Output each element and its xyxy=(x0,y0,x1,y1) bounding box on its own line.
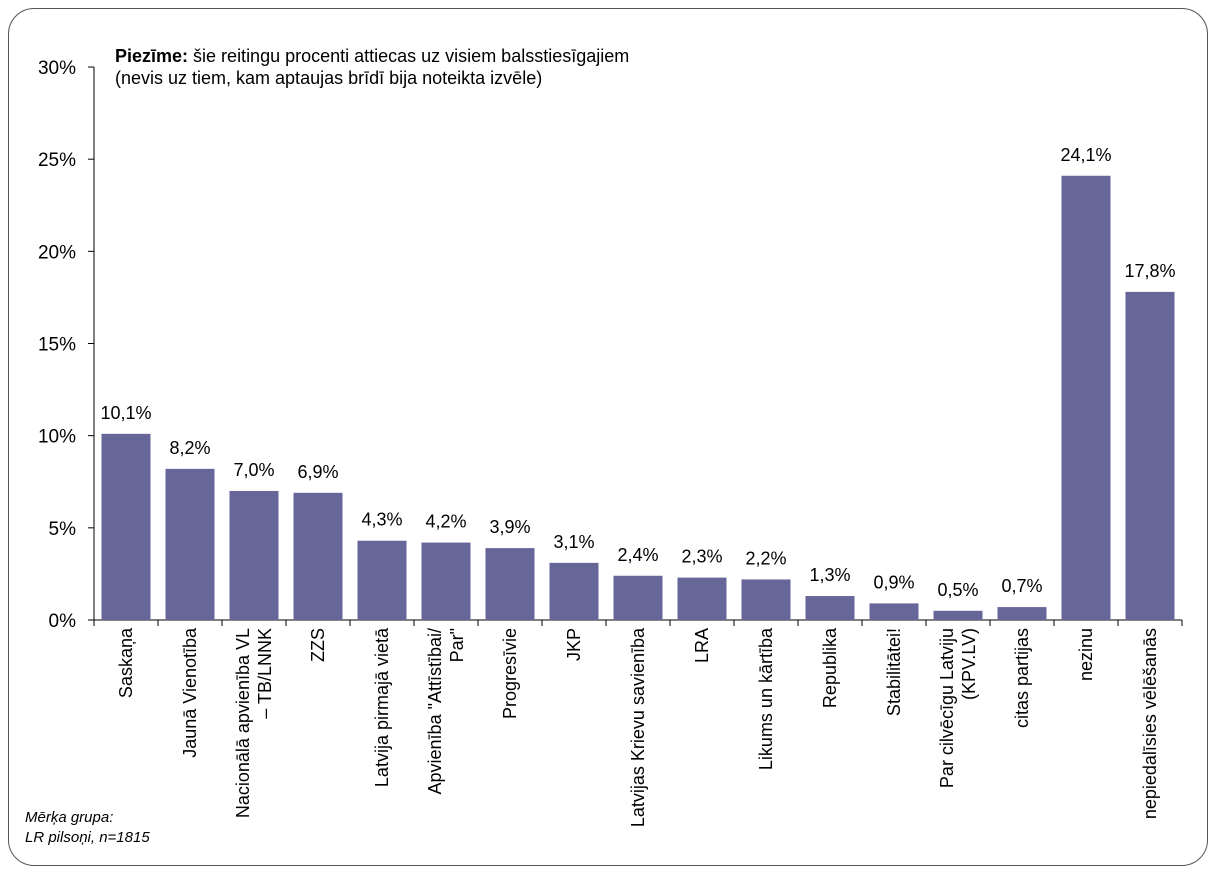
category-label: Republika xyxy=(820,627,840,708)
bar xyxy=(613,575,663,620)
category-label: LRA xyxy=(692,628,712,663)
y-tick-label: 0% xyxy=(49,611,77,632)
bar-value-label: 17,8% xyxy=(1124,261,1175,281)
bar xyxy=(741,579,791,620)
category-label-line: Par" xyxy=(447,628,467,662)
chart-frame xyxy=(8,8,1208,866)
category-label-line: Nacionālā apvienība VL xyxy=(233,628,253,818)
bar-value-label: 2,4% xyxy=(617,545,658,565)
bar-value-label: 4,2% xyxy=(425,512,466,532)
category-label-line: LRA xyxy=(692,628,712,663)
y-tick-label: 15% xyxy=(38,335,76,356)
category-label-line: Apvienība "Attīstībai/ xyxy=(425,628,445,794)
category-label-line: Jaunā Vienotība xyxy=(180,627,200,758)
category-label: JKP xyxy=(564,628,584,661)
chart-note: Piezīme: šie reitingu procenti attiecas … xyxy=(115,45,675,89)
bar xyxy=(997,607,1047,620)
bar-value-label: 0,5% xyxy=(937,580,978,600)
note-label: Piezīme: xyxy=(115,46,189,66)
bar-value-label: 8,2% xyxy=(169,438,210,458)
bar-value-label: 7,0% xyxy=(233,460,274,480)
bar-value-label: 1,3% xyxy=(809,565,850,585)
category-label: Apvienība "Attīstībai/Par" xyxy=(425,628,467,794)
bar xyxy=(229,490,279,620)
bar xyxy=(1061,175,1111,621)
category-label: nezinu xyxy=(1076,628,1096,681)
category-label-line: (KPV.LV) xyxy=(959,628,979,700)
category-label-line: Progresīvie xyxy=(500,628,520,719)
bar-value-label: 2,2% xyxy=(745,548,786,568)
bar xyxy=(1125,291,1175,620)
category-label-line: nezinu xyxy=(1076,628,1096,681)
bar xyxy=(293,492,343,620)
y-tick-label: 20% xyxy=(38,242,76,263)
bar xyxy=(869,603,919,620)
category-label-line: ZZS xyxy=(308,628,328,662)
category-label: Nacionālā apvienība VL – TB/LNNK xyxy=(233,628,275,818)
category-label-line: – TB/LNNK xyxy=(255,628,275,719)
category-label: citas partijas xyxy=(1012,628,1032,728)
category-label-line: Par cilvēcīgu Latviju xyxy=(937,628,957,788)
category-label-line: Republika xyxy=(820,627,840,708)
bar xyxy=(677,577,727,620)
category-label: Latvijas Krievu savienība xyxy=(628,627,648,827)
bar-value-label: 10,1% xyxy=(100,403,151,423)
category-label-line: nepiedalīsies vēlēšanās xyxy=(1140,628,1160,819)
bar-value-label: 3,9% xyxy=(489,517,530,537)
category-label: Latvija pirmajā vietā xyxy=(372,627,392,787)
category-label-line: Likums un kārtība xyxy=(756,627,776,770)
y-tick-label: 10% xyxy=(38,427,76,448)
category-label-line: citas partijas xyxy=(1012,628,1032,728)
y-tick-label: 25% xyxy=(38,150,76,171)
category-label: Likums un kārtība xyxy=(756,627,776,770)
bar-value-label: 2,3% xyxy=(681,547,722,567)
bar-value-label: 0,9% xyxy=(873,572,914,592)
category-label-line: Latvijas Krievu savienība xyxy=(628,627,648,827)
category-label: Saskaņa xyxy=(116,627,136,698)
bar xyxy=(805,596,855,620)
category-label: Stabilitātei! xyxy=(884,628,904,716)
category-label-line: Saskaņa xyxy=(116,627,136,698)
bar-value-label: 24,1% xyxy=(1060,145,1111,165)
category-label: ZZS xyxy=(308,628,328,662)
note-text: šie reitingu procenti attiecas uz visiem… xyxy=(115,46,630,88)
category-label: Jaunā Vienotība xyxy=(180,627,200,758)
bar xyxy=(549,562,599,620)
bar xyxy=(165,468,215,620)
bar xyxy=(357,540,407,620)
bar xyxy=(485,548,535,620)
bar-value-label: 6,9% xyxy=(297,462,338,482)
category-label-line: Latvija pirmajā vietā xyxy=(372,627,392,787)
bar-value-label: 3,1% xyxy=(553,532,594,552)
category-label: Progresīvie xyxy=(500,628,520,719)
footnote-line-2: LR pilsoņi, n=1815 xyxy=(25,829,150,846)
bar-value-label: 0,7% xyxy=(1001,576,1042,596)
category-label: Par cilvēcīgu Latviju (KPV.LV) xyxy=(937,628,979,788)
bar xyxy=(101,433,151,620)
y-tick-label: 5% xyxy=(49,519,77,540)
category-label-line: Stabilitātei! xyxy=(884,628,904,716)
target-group-footnote: Mērķa grupa: LR pilsoņi, n=1815 xyxy=(25,808,150,848)
bar-value-label: 4,3% xyxy=(361,510,402,530)
category-label-line: JKP xyxy=(564,628,584,661)
category-label: nepiedalīsies vēlēšanās xyxy=(1140,628,1160,819)
bar xyxy=(933,610,983,620)
bar xyxy=(421,542,471,620)
y-tick-label: 30% xyxy=(38,58,76,79)
footnote-line-1: Mērķa grupa: xyxy=(25,809,114,826)
